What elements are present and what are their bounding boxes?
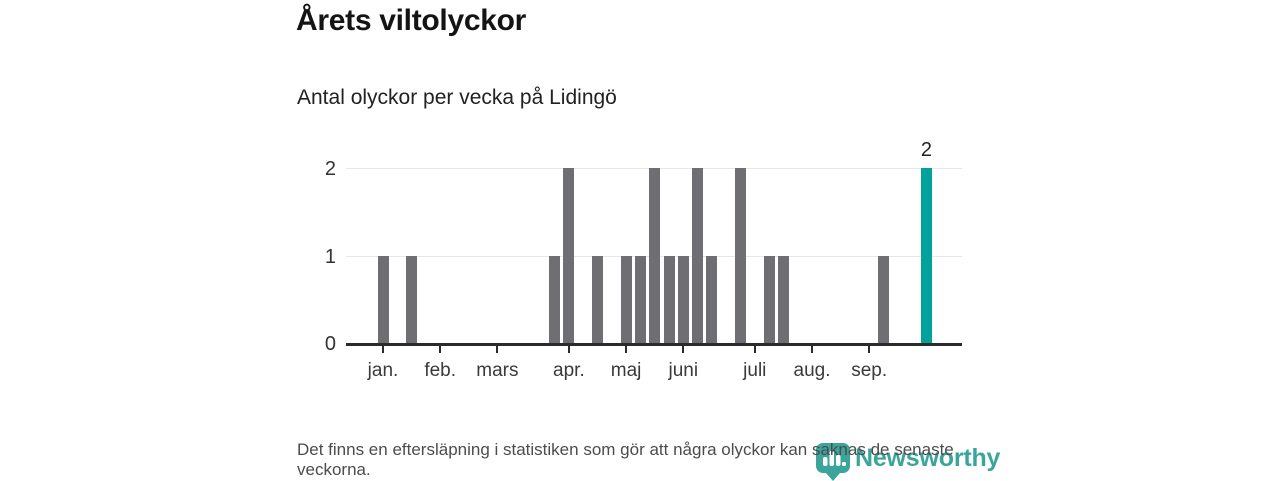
bar-week-21 [663, 255, 675, 343]
x-axis-label-aug: aug. [793, 360, 831, 381]
x-axis-label-mars: mars [476, 360, 519, 381]
bar-week-29 [777, 255, 789, 343]
bar-week-1 [377, 255, 389, 343]
bar-week-22 [677, 255, 689, 343]
logo-wordmark: Newsworthy [855, 444, 1001, 472]
bar-week-18 [620, 255, 632, 343]
bar-week-19 [634, 255, 646, 343]
logo-bar-icon [829, 451, 834, 466]
logo-bar-icon [823, 457, 828, 466]
x-tick-apr [567, 346, 570, 353]
bar-week-3 [406, 255, 418, 343]
x-tick-maj [625, 346, 628, 353]
x-axis-label-apr: apr. [553, 360, 585, 381]
y-axis-label-2: 2 [324, 158, 336, 180]
x-axis-label-juli: juli [743, 360, 767, 381]
y-axis-label-0: 0 [324, 333, 336, 355]
x-tick-juli [753, 346, 756, 353]
x-tick-juni [682, 346, 685, 353]
bar-week-23 [692, 168, 704, 343]
bar-week-20 [649, 168, 661, 343]
newsworthy-pin-icon [816, 443, 850, 481]
footer-note: Det finns en eftersläpning i statistiken… [297, 440, 954, 479]
logo-bar-icon [836, 455, 841, 466]
chart-subtitle: Antal olyckor per vecka på Lidingö [297, 86, 617, 109]
newsworthy-logo: Newsworthy [816, 443, 1000, 481]
bar-week-13 [549, 255, 561, 343]
chart-title: Årets viltolyckor [296, 4, 526, 37]
bar-highlight-week-39 [920, 168, 932, 343]
bar-week-36 [878, 255, 889, 343]
highlight-value-label: 2 [920, 139, 932, 161]
x-axis-label-maj: maj [610, 360, 642, 381]
x-axis-label-juni: juni [668, 360, 699, 381]
bar-week-28 [763, 255, 775, 343]
y-axis-label-1: 1 [324, 245, 336, 268]
x-axis-line [346, 343, 962, 346]
x-tick-jan [382, 346, 384, 353]
bar-week-16 [592, 255, 603, 343]
x-tick-feb [439, 346, 442, 353]
x-tick-mars [496, 346, 499, 353]
x-axis-label-feb: feb. [424, 360, 457, 381]
bar-week-14 [563, 168, 575, 343]
x-axis-label-sep: sep. [851, 360, 888, 381]
bar-week-26 [735, 168, 746, 343]
x-tick-sep [868, 346, 871, 353]
logo-dot-icon [842, 462, 846, 466]
bar-week-24 [706, 255, 718, 343]
x-tick-aug [811, 346, 813, 353]
x-axis-label-jan: jan. [367, 360, 399, 381]
